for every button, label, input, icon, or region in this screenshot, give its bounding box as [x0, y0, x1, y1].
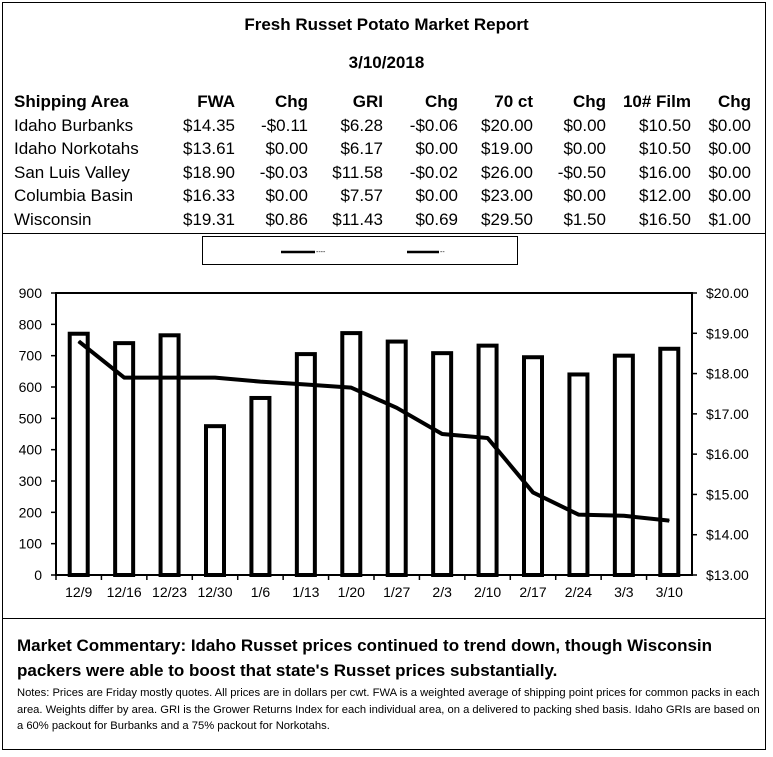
table-cell: $10.50 — [639, 115, 691, 135]
table-cell: $0.00 — [563, 139, 606, 159]
table-cell: $6.28 — [340, 115, 383, 135]
table-cell: $0.00 — [415, 139, 458, 159]
report-title: Fresh Russet Potato Market Report — [244, 15, 529, 34]
chart-area — [2, 233, 766, 619]
col-header-70ct: 70 ct — [494, 91, 533, 111]
col-header-10lb-film: 10# Film — [622, 91, 691, 111]
table-cell: $0.69 — [415, 209, 458, 229]
table-cell: $20.00 — [481, 115, 533, 135]
table-cell: $0.00 — [415, 186, 458, 206]
table-cell: $0.00 — [708, 139, 751, 159]
table-cell: -$0.11 — [261, 115, 308, 135]
table-cell: $23.00 — [481, 186, 533, 206]
table-cell: $29.50 — [481, 209, 533, 229]
table-cell: Idaho Burbanks — [14, 115, 134, 135]
table-row: Columbia Basin $16.33 $0.00 $7.57 $0.00 … — [14, 185, 751, 209]
table-row: Wisconsin $19.31 $0.86 $11.43 $0.69 $29.… — [14, 208, 751, 232]
table-cell: $19.31 — [183, 209, 235, 229]
table-cell: Wisconsin — [14, 209, 92, 229]
price-table: Shipping Area FWA Chg GRI Chg 70 ct Chg … — [14, 89, 751, 232]
col-header-gri: GRI — [352, 91, 383, 111]
market-commentary: Market Commentary: Idaho Russet prices c… — [17, 636, 713, 680]
table-cell: $16.50 — [639, 209, 691, 229]
col-header-gri-chg: Chg — [424, 91, 458, 111]
table-cell: Idaho Norkotahs — [14, 139, 139, 159]
chart-legend: ---- -- — [202, 236, 518, 265]
table-cell: $1.00 — [708, 209, 751, 229]
table-cell: $1.50 — [563, 209, 606, 229]
table-row: Idaho Burbanks $14.35 -$0.11 $6.28 -$0.0… — [14, 114, 751, 138]
table-cell: Columbia Basin — [14, 186, 134, 206]
table-cell: San Luis Valley — [14, 162, 130, 182]
table-cell: $0.00 — [563, 186, 606, 206]
table-cell: $0.00 — [708, 186, 751, 206]
table-cell: -$0.02 — [409, 162, 458, 182]
table-row: Idaho Norkotahs $13.61 $0.00 $6.17 $0.00… — [14, 138, 751, 162]
table-cell: -$0.50 — [557, 162, 606, 182]
table-cell: $0.00 — [563, 115, 606, 135]
table-cell: $13.61 — [183, 139, 235, 159]
table-cell: $10.50 — [639, 139, 691, 159]
table-cell: $16.00 — [639, 162, 691, 182]
table-cell: $0.86 — [265, 209, 308, 229]
legend-label-bar-series: ---- — [316, 249, 326, 256]
col-header-70ct-chg: Chg — [572, 91, 606, 111]
table-cell: $0.00 — [265, 186, 308, 206]
col-header-10lb-film-chg: Chg — [717, 91, 751, 111]
report-frame — [2, 2, 766, 750]
table-header-row: Shipping Area FWA Chg GRI Chg 70 ct Chg … — [14, 89, 751, 114]
table-cell: $18.90 — [183, 162, 235, 182]
table-cell: $11.58 — [332, 162, 383, 182]
table-cell: $0.00 — [265, 139, 308, 159]
table-cell: $16.33 — [183, 186, 235, 206]
table-cell: -$0.03 — [259, 162, 308, 182]
table-cell: $11.43 — [332, 209, 383, 229]
table-cell: $0.00 — [708, 162, 751, 182]
table-cell: $19.00 — [481, 139, 533, 159]
table-cell: $14.35 — [183, 115, 235, 135]
table-cell: $26.00 — [481, 162, 533, 182]
col-header-shipping-area: Shipping Area — [14, 91, 129, 111]
col-header-fwa: FWA — [197, 91, 235, 111]
table-cell: $7.57 — [340, 186, 383, 206]
report-date: 3/10/2018 — [348, 53, 425, 72]
legend-label-line-series: -- — [440, 249, 445, 256]
table-cell: -$0.06 — [409, 115, 458, 135]
report-notes: Notes: Prices are Friday mostly quotes. … — [17, 687, 760, 732]
table-cell: $0.00 — [708, 115, 751, 135]
table-row: San Luis Valley $18.90 -$0.03 $11.58 -$0… — [14, 161, 751, 185]
col-header-fwa-chg: Chg — [274, 91, 308, 111]
table-cell: $12.00 — [639, 186, 691, 206]
table-cell: $6.17 — [340, 139, 383, 159]
